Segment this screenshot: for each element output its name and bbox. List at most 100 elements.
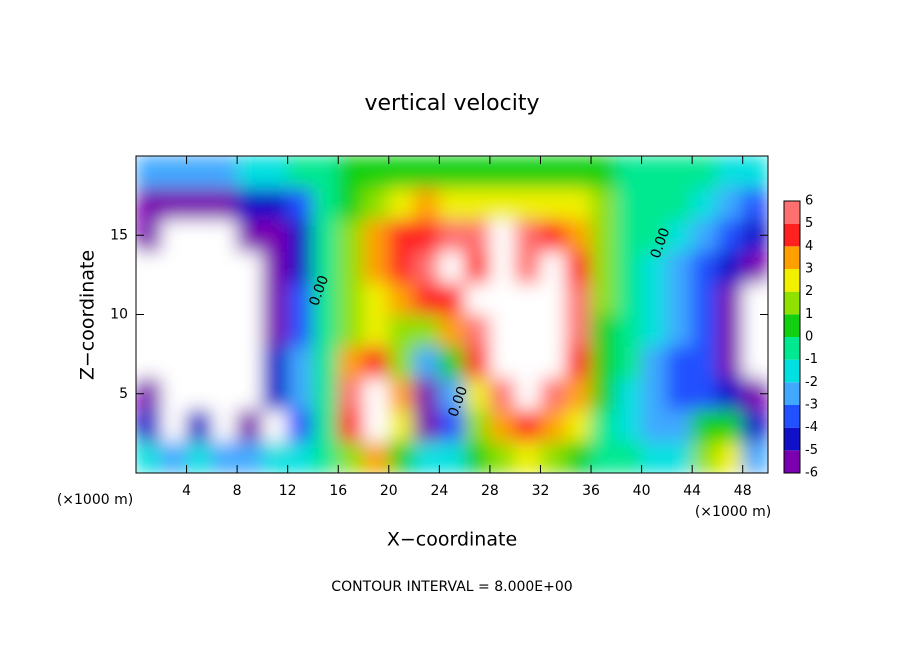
cell bbox=[464, 440, 491, 473]
cell bbox=[211, 282, 238, 315]
cell bbox=[261, 345, 289, 379]
cell bbox=[742, 409, 768, 442]
colorbar-band bbox=[784, 337, 800, 360]
cell bbox=[691, 156, 718, 189]
cell bbox=[363, 440, 390, 473]
colorbar-label: 0 bbox=[805, 330, 813, 345]
x-tick-label: 24 bbox=[430, 483, 448, 499]
cell bbox=[565, 409, 592, 442]
cell bbox=[211, 218, 238, 252]
cell bbox=[211, 409, 238, 442]
cell bbox=[464, 156, 491, 189]
cell bbox=[464, 218, 491, 252]
cell bbox=[186, 282, 213, 315]
cell bbox=[186, 409, 213, 442]
cell bbox=[438, 440, 466, 473]
colorbar-band bbox=[784, 427, 800, 451]
cell bbox=[716, 187, 744, 220]
cell bbox=[236, 282, 263, 315]
cell bbox=[136, 409, 162, 442]
cell bbox=[312, 156, 339, 189]
x-unit-right: (×1000 m) bbox=[695, 504, 771, 520]
cell bbox=[186, 377, 213, 411]
cell bbox=[716, 314, 744, 347]
cell bbox=[565, 440, 592, 473]
x-tick-label: 48 bbox=[734, 483, 752, 499]
cell bbox=[666, 440, 693, 473]
colorbar-label: -4 bbox=[805, 420, 818, 435]
cell bbox=[489, 218, 516, 252]
cell bbox=[615, 409, 643, 442]
cell bbox=[666, 282, 693, 315]
cell bbox=[438, 282, 466, 315]
cell bbox=[666, 377, 693, 411]
cell bbox=[287, 377, 314, 411]
cell bbox=[287, 409, 314, 442]
colorbar-band bbox=[784, 382, 800, 405]
cell bbox=[464, 314, 491, 347]
colorbar-band bbox=[784, 246, 800, 269]
cell bbox=[413, 250, 440, 284]
cell bbox=[388, 409, 415, 442]
cell bbox=[337, 377, 365, 411]
cell bbox=[388, 250, 415, 284]
cell bbox=[742, 156, 768, 189]
cell bbox=[489, 156, 516, 189]
cell bbox=[590, 314, 617, 347]
cell bbox=[261, 377, 289, 411]
cell bbox=[261, 409, 289, 442]
cell bbox=[464, 345, 491, 379]
cell bbox=[186, 218, 213, 252]
cell bbox=[287, 440, 314, 473]
cell bbox=[615, 187, 643, 220]
cell bbox=[641, 187, 668, 220]
cell bbox=[539, 440, 567, 473]
colorbar-label: 3 bbox=[805, 262, 813, 277]
cell bbox=[186, 187, 213, 220]
field bbox=[136, 156, 768, 473]
cell bbox=[236, 250, 263, 284]
cell bbox=[514, 377, 541, 411]
cell bbox=[211, 156, 238, 189]
cell bbox=[363, 218, 390, 252]
cell bbox=[160, 282, 188, 315]
cell bbox=[539, 314, 567, 347]
cell bbox=[236, 409, 263, 442]
cell bbox=[312, 409, 339, 442]
cell bbox=[287, 282, 314, 315]
cell bbox=[615, 218, 643, 252]
cell bbox=[716, 345, 744, 379]
cell bbox=[691, 250, 718, 284]
cell bbox=[413, 377, 440, 411]
cell bbox=[716, 409, 744, 442]
cell bbox=[615, 250, 643, 284]
cell bbox=[438, 156, 466, 189]
cell bbox=[489, 250, 516, 284]
cell bbox=[691, 218, 718, 252]
cell bbox=[287, 218, 314, 252]
cell bbox=[337, 187, 365, 220]
cell bbox=[666, 345, 693, 379]
colorbar-band bbox=[784, 223, 800, 247]
cell bbox=[160, 409, 188, 442]
cell bbox=[742, 345, 768, 379]
cell bbox=[539, 187, 567, 220]
cell bbox=[590, 409, 617, 442]
cell bbox=[691, 187, 718, 220]
cell bbox=[514, 156, 541, 189]
cell bbox=[666, 314, 693, 347]
cell bbox=[691, 345, 718, 379]
cell bbox=[261, 314, 289, 347]
cell bbox=[413, 156, 440, 189]
cell bbox=[691, 440, 718, 473]
cell bbox=[539, 409, 567, 442]
cell bbox=[666, 187, 693, 220]
cell bbox=[160, 314, 188, 347]
cell bbox=[565, 218, 592, 252]
cell bbox=[742, 250, 768, 284]
cell bbox=[742, 440, 768, 473]
cell bbox=[388, 314, 415, 347]
cell bbox=[489, 409, 516, 442]
cell bbox=[261, 218, 289, 252]
cell bbox=[186, 345, 213, 379]
